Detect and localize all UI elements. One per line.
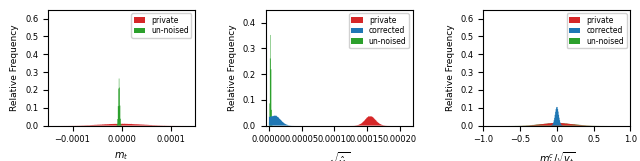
Legend: private, corrected, un-noised: private, corrected, un-noised (349, 14, 409, 48)
Legend: private, un-noised: private, un-noised (131, 14, 191, 38)
X-axis label: $\sqrt{\hat{v}_t}$: $\sqrt{\hat{v}_t}$ (328, 150, 350, 161)
Polygon shape (269, 35, 413, 126)
Y-axis label: Relative Frequency: Relative Frequency (228, 24, 237, 111)
Polygon shape (483, 107, 630, 126)
Polygon shape (483, 123, 630, 126)
Polygon shape (48, 79, 195, 126)
Polygon shape (269, 116, 413, 126)
Polygon shape (48, 124, 195, 126)
Polygon shape (269, 116, 413, 126)
X-axis label: $m_t^c/\sqrt{v_t}$: $m_t^c/\sqrt{v_t}$ (539, 150, 575, 161)
Legend: private, corrected, un-noised: private, corrected, un-noised (566, 14, 627, 48)
Polygon shape (483, 123, 630, 126)
X-axis label: $m_t$: $m_t$ (115, 150, 129, 161)
Y-axis label: Relative Frequency: Relative Frequency (10, 24, 19, 111)
Y-axis label: Relative Frequency: Relative Frequency (446, 24, 455, 111)
